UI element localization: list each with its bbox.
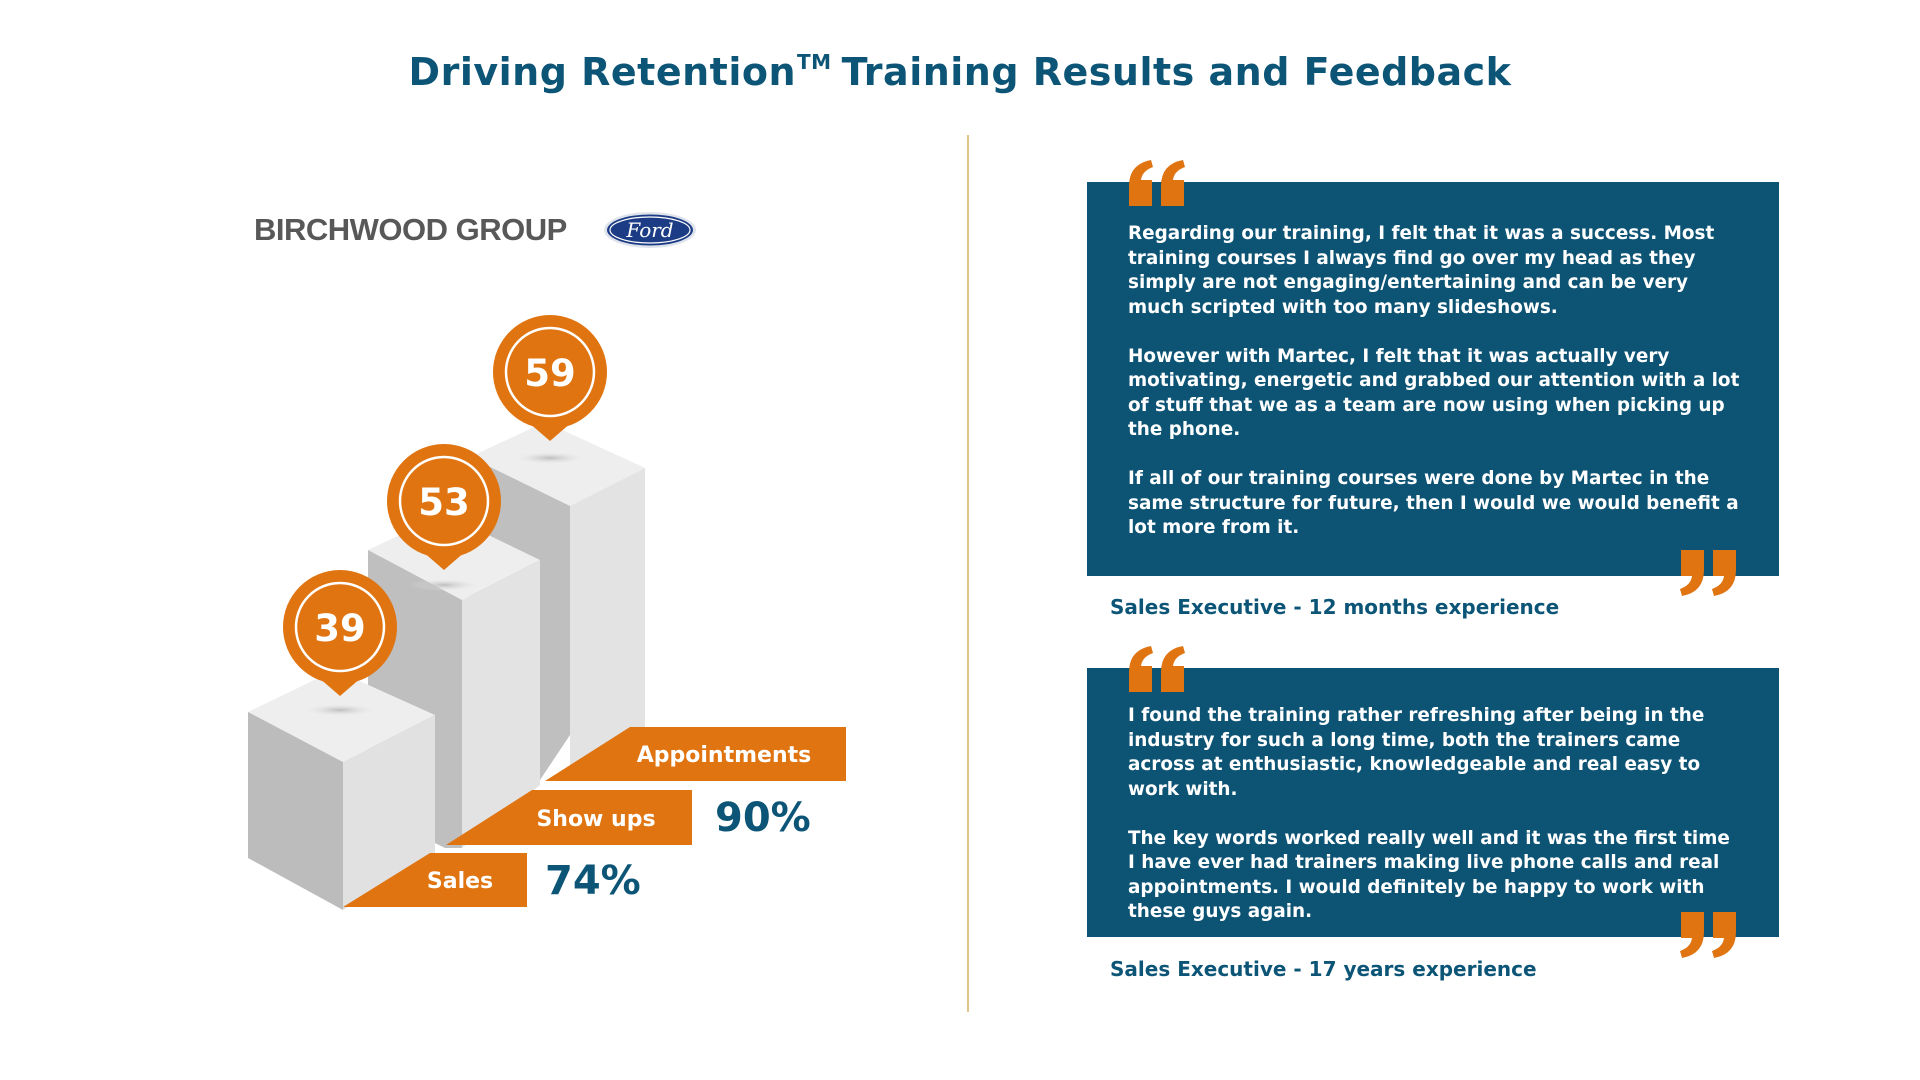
sales-percentage: 74%	[545, 858, 641, 904]
ford-logo-inner-ring	[609, 216, 691, 244]
pin-53-value: 53	[418, 481, 470, 524]
band-sales-shape	[343, 853, 527, 907]
page-title: Driving RetentionTM Training Results and …	[0, 50, 1920, 94]
feedback-2-attribution: Sales Executive - 17 years experience	[1110, 957, 1537, 981]
feedback-1-paragraph-2: However with Martec, I felt that it was …	[1128, 345, 1740, 441]
step-block-appointments-front	[570, 468, 645, 780]
open-quote-icon-right	[1161, 160, 1185, 206]
pin-53-ring	[398, 455, 490, 547]
results-steps-graphic: Appointments Show ups Sales 59 53 39	[248, 315, 846, 910]
pin-shadow-39	[305, 704, 375, 716]
band-sales-label: Sales	[427, 869, 493, 894]
step-block-sales-front	[343, 715, 435, 910]
trademark-mark: TM	[797, 50, 832, 74]
open-quote-icon	[1129, 646, 1185, 692]
close-quote-icon-left	[1680, 912, 1704, 958]
band-show-ups-shape	[446, 790, 692, 845]
title-rest: Training Results and Feedback	[841, 50, 1512, 94]
pin-shadow-53	[409, 579, 479, 591]
title-main: Driving Retention	[408, 50, 797, 94]
ford-logo-oval	[607, 214, 693, 246]
birchwood-group-logo: BIRCHWOOD GROUP	[254, 212, 567, 247]
pin-39-outer	[283, 570, 397, 684]
open-quote-icon-left	[1129, 646, 1153, 692]
step-block-sales-left	[248, 712, 343, 910]
pin-59-value: 59	[524, 352, 576, 395]
feedback-1-attribution: Sales Executive - 12 months experience	[1110, 595, 1560, 619]
step-block-sales-top	[248, 670, 435, 762]
show-ups-percentage: 90%	[715, 795, 811, 841]
open-quote-icon-right	[1161, 646, 1185, 692]
close-quote-icon-right	[1712, 550, 1736, 596]
section-divider	[967, 135, 969, 1012]
band-show-ups-label: Show ups	[536, 807, 655, 832]
close-quote-icon-right	[1712, 912, 1736, 958]
band-appointments: Appointments	[545, 727, 846, 781]
band-appointments-shape	[545, 727, 846, 781]
pin-39-ring	[294, 581, 386, 673]
pin-59-outer	[493, 315, 607, 429]
ford-logo-text: Ford	[625, 218, 673, 242]
band-show-ups: Show ups	[446, 790, 692, 845]
close-quote-icon	[1680, 550, 1736, 596]
pin-39-value: 39	[314, 607, 366, 650]
step-block-sales	[248, 670, 435, 910]
close-quote-icon-left	[1680, 550, 1704, 596]
open-quote-icon	[1129, 160, 1185, 206]
feedback-1-paragraph-1: Regarding our training, I felt that it w…	[1128, 223, 1715, 318]
pin-53: 53	[387, 444, 501, 570]
feedback-2-paragraph-2: The key words worked really well and it …	[1128, 827, 1730, 923]
feedback-quote-2: I found the training rather refreshing a…	[1087, 668, 1779, 937]
step-block-show-ups-front	[462, 560, 540, 848]
pin-39: 39	[283, 570, 397, 696]
feedback-2-paragraph-1: I found the training rather refreshing a…	[1128, 705, 1705, 800]
band-appointments-label: Appointments	[637, 743, 811, 768]
pin-53-outer	[387, 444, 501, 558]
feedback-quote-1: Regarding our training, I felt that it w…	[1087, 182, 1779, 576]
ford-logo: Ford	[604, 212, 696, 248]
feedback-1-paragraph-3: If all of our training courses were done…	[1128, 468, 1739, 538]
band-sales: Sales	[343, 853, 527, 907]
pin-59: 59	[493, 315, 607, 441]
pin-shadow-59	[515, 452, 585, 464]
close-quote-icon	[1680, 912, 1736, 958]
open-quote-icon-left	[1129, 160, 1153, 206]
pin-59-ring	[504, 326, 596, 418]
step-block-appointments-top	[470, 422, 645, 506]
